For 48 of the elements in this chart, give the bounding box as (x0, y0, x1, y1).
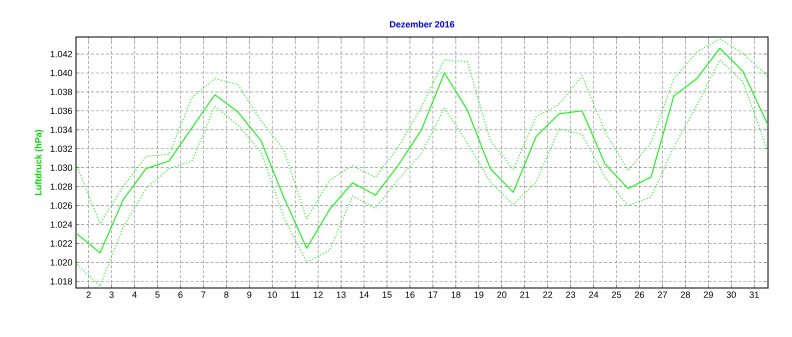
x-tick-label: 19 (474, 292, 484, 298)
y-tick-label: 1.020 (50, 259, 72, 266)
x-tick-label: 6 (178, 292, 183, 298)
y-tick-label: 1.026 (50, 202, 72, 209)
y-tick-label: 1.042 (50, 50, 72, 58)
x-tick-label: 14 (360, 292, 369, 298)
x-tick-label: 25 (612, 292, 622, 298)
y-tick-label: 1.034 (50, 126, 72, 133)
y-tick-label: 1.022 (50, 240, 72, 247)
x-tick-label: 13 (336, 292, 346, 298)
x-tick-label: 2 (86, 292, 91, 298)
x-tick-label: 17 (428, 292, 438, 298)
line-series (76, 38, 768, 224)
x-tick-label: 11 (291, 292, 300, 298)
y-tick-label: 1.018 (50, 278, 72, 285)
x-tick-label: 3 (109, 292, 114, 298)
x-tick-label: 21 (520, 292, 530, 298)
y-tick-label: 1.038 (50, 88, 72, 96)
y-axis-title: Luftdruck (hPa) (34, 130, 44, 196)
x-tick-label: 26 (634, 292, 644, 298)
x-tick-label: 15 (382, 292, 392, 298)
x-tick-label: 7 (201, 292, 206, 298)
x-tick-label: 5 (155, 292, 160, 298)
y-tick-label: 1.036 (50, 108, 72, 114)
y-tick-label: 1.040 (50, 70, 72, 76)
x-tick-label: 18 (452, 292, 460, 298)
x-tick-label: 20 (497, 292, 506, 298)
y-tick-label: 1.024 (50, 221, 72, 228)
y-tick-label: 1.028 (50, 183, 72, 190)
x-tick-label: 8 (224, 292, 228, 298)
chart-title: Dezember 2016 (390, 20, 454, 28)
x-tick-label: 12 (314, 292, 323, 298)
y-tick-label: 1.032 (50, 146, 72, 152)
x-tick-label: 29 (704, 292, 713, 298)
x-tick-label: 24 (589, 292, 598, 298)
x-tick-label: 30 (726, 292, 736, 298)
y-tick-label: 1.030 (50, 164, 72, 171)
x-tick-label: 10 (268, 292, 277, 298)
line-series (76, 59, 768, 287)
x-tick-label: 31 (750, 292, 759, 298)
x-tick-label: 9 (247, 292, 252, 298)
x-tick-label: 27 (658, 292, 667, 298)
line-series (76, 48, 768, 254)
x-tick-label: 22 (543, 292, 552, 298)
x-tick-label: 4 (132, 292, 137, 298)
x-tick-label: 23 (566, 292, 576, 298)
x-tick-label: 28 (680, 292, 690, 298)
x-tick-label: 16 (406, 292, 415, 298)
